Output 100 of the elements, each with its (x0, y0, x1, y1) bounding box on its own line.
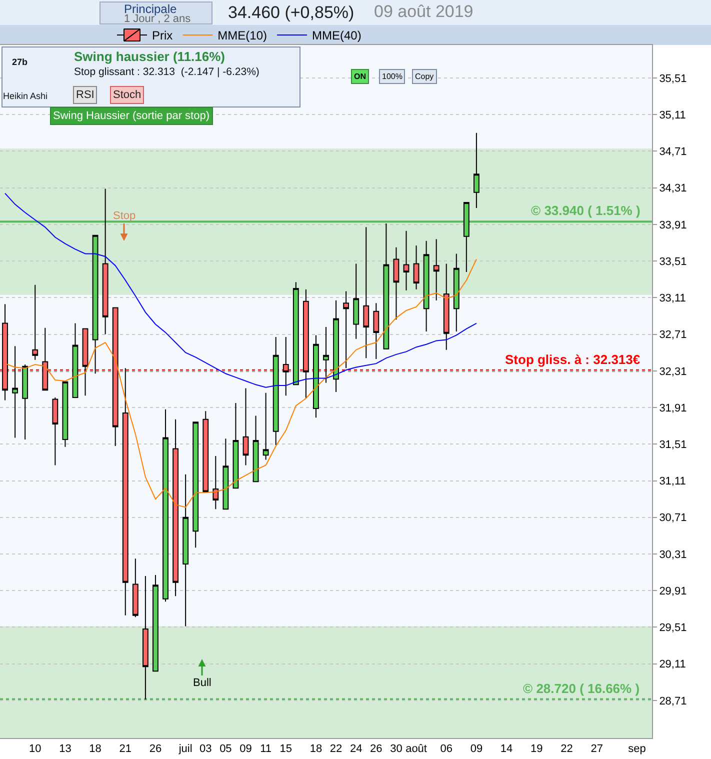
candlestick (142, 575, 148, 700)
x-tick-label: 10 (28, 743, 42, 756)
x-tick-label: 24 (350, 743, 362, 756)
y-tick-label: 35,11 (659, 109, 686, 122)
candlestick (122, 368, 128, 616)
candlestick (242, 388, 249, 466)
candlestick (252, 415, 259, 482)
y-tick-label: 29,11 (659, 658, 686, 671)
candlestick (232, 402, 239, 489)
candlestick (343, 290, 350, 369)
x-tick-label: 22 (330, 743, 342, 756)
ref-line-label: © 28.720 ( 16.66% ) (523, 681, 640, 696)
legend-label: Prix (152, 28, 173, 43)
candlestick (182, 474, 189, 627)
x-tick-label: 09 (240, 743, 252, 756)
candlestick (403, 230, 410, 291)
y-tick-label: 30,71 (659, 512, 687, 524)
candlestick (373, 302, 380, 360)
annotation: ON (354, 72, 366, 81)
candlestick (52, 396, 58, 466)
candlestick (453, 253, 460, 332)
y-tick-label: 34,71 (659, 146, 687, 158)
candlestick (112, 307, 118, 446)
annotation: Swing haussier (11.16%) (74, 49, 226, 64)
candlestick (282, 336, 289, 396)
y-tick-label: 33,91 (659, 219, 687, 232)
annotation: RSI (76, 89, 94, 101)
candlestick (393, 246, 400, 320)
y-tick-label: 31,91 (659, 402, 687, 414)
chart-subtitle: 09 août 2019 (374, 2, 474, 21)
annotation: Copy (415, 72, 434, 81)
candlestick (272, 336, 279, 446)
candlestick (12, 346, 18, 438)
annotation: Stop glissant : 32.313 (-2.147 | -6.23%) (74, 66, 260, 78)
candlestick (172, 418, 178, 597)
candlestick (383, 223, 390, 350)
x-tick-label: 27 (590, 743, 603, 756)
legend-label: MME(40) (312, 28, 362, 43)
candlestick (333, 300, 339, 392)
candlestick (62, 381, 68, 448)
candlestick (212, 456, 219, 510)
candlestick (433, 238, 440, 301)
candlestick (463, 202, 470, 273)
candlestick (443, 263, 450, 350)
y-tick-label: 29,51 (659, 622, 687, 634)
legend-label: MME(10) (218, 28, 268, 43)
candlestick (313, 334, 319, 418)
line-series (4, 258, 477, 508)
x-tick-label: 22 (560, 743, 573, 756)
annotation: Heikin Ashi (3, 91, 48, 101)
annotation: Bull (193, 677, 212, 689)
candlestick (363, 226, 370, 359)
x-tick-label: juil (178, 743, 192, 756)
x-tick-label: 26 (149, 743, 162, 756)
x-tick-label: 09 (470, 743, 483, 756)
x-tick-label: 21 (119, 743, 132, 756)
chart-title: 34.460 (+0,85%) (228, 2, 354, 22)
candlestick (202, 410, 209, 492)
candlestick (132, 558, 138, 618)
x-tick-label: 13 (59, 743, 72, 756)
y-tick-label: 31,51 (659, 438, 687, 451)
annotation: Swing Haussier (sortie par stop) (53, 110, 210, 122)
candlestick (192, 422, 199, 548)
y-tick-label: 33,11 (659, 292, 686, 305)
candlestick (72, 322, 78, 398)
ref-line-label: © 33.940 ( 1.51% ) (531, 203, 640, 218)
candlestick (152, 574, 158, 672)
y-tick-label: 35,51 (659, 72, 687, 85)
x-tick-label: 18 (310, 743, 322, 756)
x-tick-label: 06 (440, 743, 452, 756)
annotation: Stoch (113, 89, 142, 101)
candlestick (42, 327, 48, 391)
y-tick-label: 34,31 (659, 182, 687, 195)
x-tick-label: 15 (280, 743, 292, 756)
candlestick (323, 326, 329, 384)
x-tick-label: 14 (500, 743, 513, 756)
candlestick (222, 438, 229, 510)
x-tick-label: 18 (89, 743, 102, 756)
y-tick-label: 28,71 (659, 695, 687, 708)
y-tick-label: 33,51 (659, 256, 687, 268)
candlestick (292, 282, 299, 386)
ref-line-label: Stop gliss. à : 32.313€ (505, 352, 640, 367)
x-tick-label: août (406, 743, 427, 756)
y-tick-label: 31,11 (659, 476, 686, 488)
x-tick-label: 11 (260, 743, 272, 756)
x-tick-label: 26 (370, 743, 382, 756)
candlestick (413, 244, 420, 290)
candlestick (474, 132, 480, 208)
text: 1 Jour , 2 ans (124, 13, 192, 25)
candlestick (22, 364, 28, 440)
annotation: 27b (12, 57, 28, 67)
annotation: 100% (382, 72, 402, 81)
y-tick-label: 32,31 (659, 366, 687, 378)
candlestick (82, 328, 88, 396)
candlestick (2, 304, 8, 401)
x-tick-label: sep (628, 743, 646, 756)
candlestick (32, 284, 38, 360)
candlestick (302, 288, 309, 399)
x-tick-label: 30 (390, 743, 402, 756)
y-tick-label: 32,71 (659, 329, 687, 342)
